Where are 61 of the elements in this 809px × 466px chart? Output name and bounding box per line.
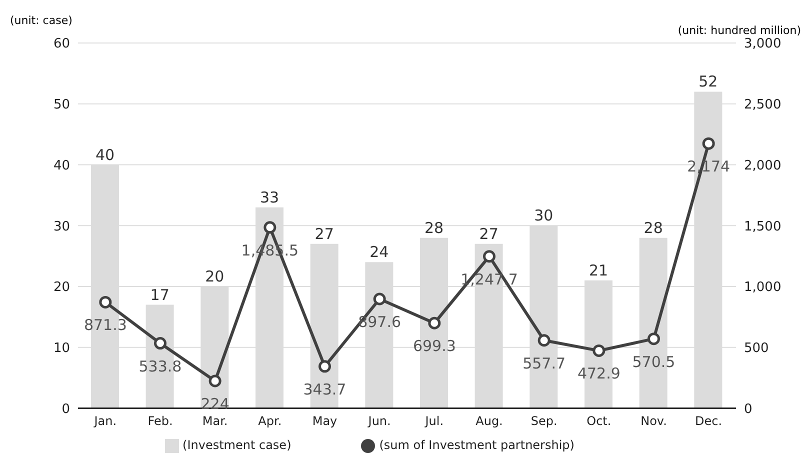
y2-tick-label: 0 <box>744 402 752 417</box>
y-tick-label: 20 <box>53 280 70 296</box>
y2-tick-label: 2,000 <box>744 158 782 174</box>
data-label: 28 <box>644 218 663 237</box>
data-label: 699.3 <box>412 337 456 356</box>
y2-tick-label: 500 <box>744 341 769 356</box>
y-axis-title: (unit: case) <box>10 14 72 27</box>
y-tick-label: 40 <box>53 158 70 174</box>
y2-tick-label: 1,000 <box>744 280 782 296</box>
y-tick-label: 30 <box>53 219 70 234</box>
legend-label: (sum of Investment partnership) <box>379 438 574 452</box>
data-label: 30 <box>534 206 554 225</box>
x-tick-label: Dec. <box>695 414 722 428</box>
point <box>154 337 166 350</box>
y2-tick-label: 2,500 <box>744 97 782 112</box>
data-label: 27 <box>314 224 334 243</box>
point <box>483 250 496 263</box>
data-label: 17 <box>150 286 170 304</box>
data-label: 24 <box>370 243 389 262</box>
data-label: 343.7 <box>303 380 346 398</box>
point <box>648 332 660 346</box>
point <box>702 137 715 150</box>
x-tick-label: Nov. <box>640 414 667 428</box>
data-label: 20 <box>205 268 224 286</box>
y-tick-label: 60 <box>53 36 70 52</box>
legend-label: (Investment case) <box>182 438 292 452</box>
x-tick-label: Jan. <box>93 414 117 428</box>
point <box>264 221 276 234</box>
data-label: 40 <box>95 146 115 164</box>
point <box>428 316 441 330</box>
x-tick-label: Jul. <box>424 414 444 428</box>
x-tick-label: Apr. <box>258 414 282 428</box>
data-label: 557.7 <box>522 354 566 372</box>
x-tick-label: Mar. <box>202 414 228 428</box>
data-label: 871.3 <box>84 316 127 334</box>
y-tick-label: 50 <box>53 97 70 112</box>
data-label: 570.5 <box>632 352 676 371</box>
point <box>373 292 386 306</box>
x-tick-label: Aug. <box>476 414 503 428</box>
data-label: 27 <box>479 224 498 243</box>
x-tick-label: Feb. <box>148 414 173 428</box>
y-tick-label: 10 <box>53 341 70 356</box>
x-tick-label: May <box>312 414 338 428</box>
y2-axis-title: (unit: hundred million) <box>678 24 801 37</box>
x-tick-label: Sep. <box>530 414 558 428</box>
data-label: 28 <box>424 218 444 237</box>
y-tick-label: 0 <box>62 402 70 417</box>
x-tick-label: Jun. <box>367 414 391 428</box>
point <box>208 374 222 388</box>
y2-tick-label: 1,500 <box>744 219 782 234</box>
point <box>99 296 112 308</box>
point <box>538 334 550 347</box>
data-label: 52 <box>698 72 718 91</box>
point <box>318 360 331 373</box>
y2-tick-label: 3,000 <box>744 36 782 52</box>
point <box>592 344 606 357</box>
x-tick-label: Oct. <box>586 414 612 428</box>
data-label: 533.8 <box>138 357 182 376</box>
data-label: 472.9 <box>577 364 620 383</box>
data-label: 33 <box>260 188 280 206</box>
data-label: 21 <box>588 261 608 280</box>
